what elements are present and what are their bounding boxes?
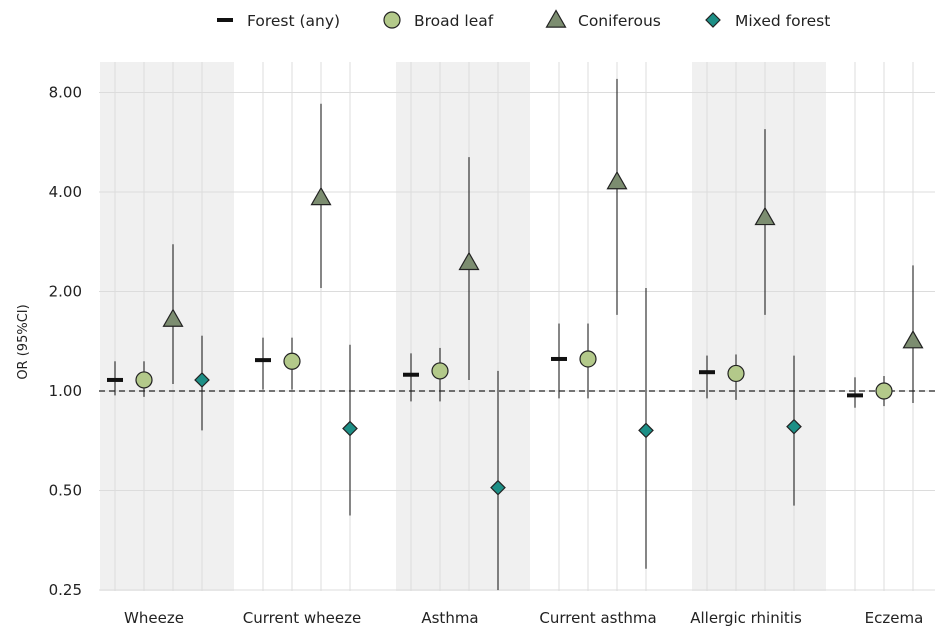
point-marker-dash [551,356,567,361]
point-marker-diamond [490,479,506,496]
point-marker-dash [217,18,233,22]
category-label: Eczema [865,609,924,627]
category-label: Current wheeze [243,609,361,627]
point-marker-diamond [342,420,358,437]
y-axis-title: OR (95%CI) [16,304,31,379]
y-tick-label: 0.25 [49,581,82,599]
point-marker-triangle [162,308,184,327]
category-label: Current asthma [539,609,656,627]
point-marker-triangle [902,329,924,349]
point-marker-circle [283,352,301,370]
y-tick-label: 2.00 [49,283,82,301]
y-axis: 0.25 0.50 1.00 2.00 4.00 8.00 [49,84,82,600]
point-markers [107,170,924,496]
category-label: Allergic rhinitis [690,609,802,627]
y-tick-label: 8.00 [49,84,82,102]
point-marker-circle [727,364,745,383]
legend-entry-label: Coniferous [578,12,661,30]
legend-entry-label: Mixed forest [735,12,830,30]
point-marker-triangle [458,251,480,271]
point-marker-circle [135,371,153,389]
point-marker-dash [847,393,863,398]
point-marker-diamond [786,418,802,435]
point-marker-triangle [310,186,332,206]
point-marker-triangle [545,9,567,28]
x-axis-category-labels: Wheeze Current wheeze Asthma Current asthma… [124,609,923,627]
point-marker-diamond [638,422,654,439]
legend: Forest (any) Broad leaf Coniferous Mixed fo… [217,9,830,30]
point-marker-dash [255,358,271,363]
category-label: Asthma [421,609,478,627]
legend-entry-label: Broad leaf [414,12,494,30]
point-marker-circle [875,382,893,400]
y-tick-label: 1.00 [49,382,82,400]
category-band [396,62,530,591]
y-tick-label: 4.00 [49,183,82,201]
point-marker-diamond [194,372,210,388]
point-marker-dash [699,370,715,375]
legend-entry-label: Forest (any) [247,12,340,30]
category-band [692,62,826,591]
point-marker-triangle [754,206,776,226]
point-marker-circle [383,11,401,29]
category-label: Wheeze [124,609,184,627]
category-bands [100,62,826,591]
point-marker-dash [107,377,123,382]
point-marker-circle [431,362,449,380]
y-tick-label: 0.50 [49,482,82,500]
point-marker-diamond [705,12,721,28]
point-marker-dash [403,372,419,377]
point-marker-circle [579,350,597,368]
point-marker-triangle [606,170,628,190]
